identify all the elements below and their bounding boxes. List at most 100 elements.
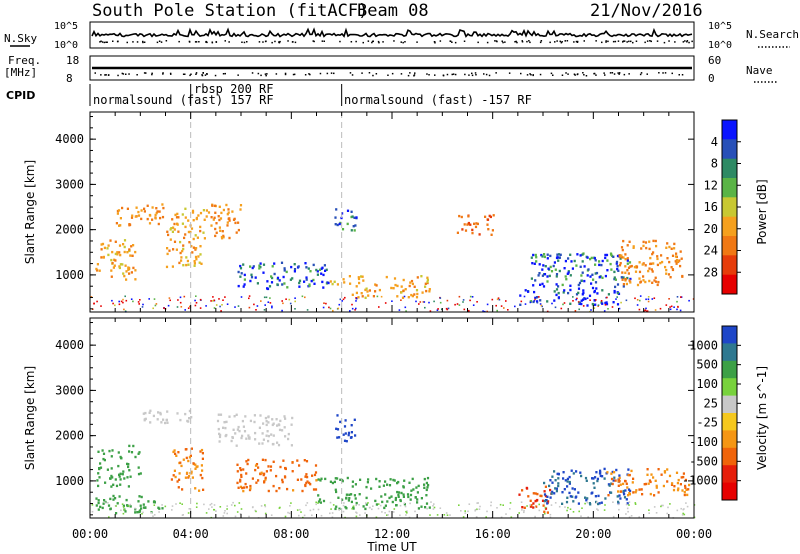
range-gate-cell xyxy=(158,210,161,213)
range-gate-cell xyxy=(325,268,328,271)
colorbar-swatch xyxy=(722,447,737,466)
range-gate-cell xyxy=(530,256,533,259)
range-gate-cell xyxy=(685,488,688,491)
speckle-cell xyxy=(574,310,577,312)
nave-dot xyxy=(108,74,110,76)
range-gate-cell xyxy=(257,479,260,482)
range-gate-cell xyxy=(283,475,287,478)
range-gate-cell xyxy=(390,495,393,498)
range-gate-cell xyxy=(627,468,630,471)
range-gate-cell xyxy=(358,493,361,496)
speckle-cell xyxy=(269,302,272,304)
range-gate-cell xyxy=(166,421,169,424)
range-gate-cell xyxy=(205,215,208,218)
range-gate-cell xyxy=(534,492,537,495)
speckle-cell xyxy=(209,504,212,506)
range-gate-cell xyxy=(243,430,247,433)
range-gate-cell xyxy=(615,260,619,264)
range-gate-cell xyxy=(337,496,340,499)
speckle-cell xyxy=(634,502,637,504)
range-gate-cell xyxy=(403,503,406,506)
range-gate-cell xyxy=(171,218,174,221)
range-gate-cell xyxy=(166,230,169,233)
speckle-cell xyxy=(639,295,642,297)
range-gate-cell xyxy=(125,498,128,502)
range-gate-cell xyxy=(622,482,625,486)
range-gate-cell xyxy=(665,246,668,249)
range-gate-cell xyxy=(629,281,632,284)
range-gate-cell xyxy=(534,279,537,282)
nave-dot xyxy=(585,75,588,77)
range-gate-cell xyxy=(182,247,185,251)
nsearch-dot xyxy=(105,41,107,43)
speckle-cell xyxy=(460,510,462,512)
range-gate-cell xyxy=(651,252,654,256)
range-gate-cell xyxy=(546,275,549,278)
speckle-cell xyxy=(215,510,217,512)
range-gate-cell xyxy=(613,476,616,479)
speckle-cell xyxy=(595,299,597,301)
colorbar-swatch xyxy=(722,216,737,237)
colorbar-tick-label: 8 xyxy=(711,157,718,171)
range-gate-cell xyxy=(592,278,595,281)
range-gate-cell xyxy=(546,511,549,514)
speckle-cell xyxy=(644,309,647,311)
range-gate-cell xyxy=(579,265,582,268)
range-gate-cell xyxy=(618,480,621,483)
range-gate-cell xyxy=(111,261,114,265)
range-gate-cell xyxy=(669,276,672,279)
range-gate-cell xyxy=(536,300,539,303)
near-range-speckle xyxy=(90,295,695,313)
range-gate-cell xyxy=(202,209,205,212)
range-gate-cell xyxy=(123,274,126,278)
range-gate-cell xyxy=(266,430,269,433)
range-gate-cell xyxy=(236,470,239,473)
range-gate-cell xyxy=(161,203,164,206)
speckle-cell xyxy=(668,298,670,300)
range-gate-cell xyxy=(655,484,658,488)
colorbar-swatch xyxy=(722,178,737,198)
speckle-cell xyxy=(523,295,526,298)
range-gate-cell xyxy=(338,222,341,226)
range-gate-cell xyxy=(219,229,222,232)
range-gate-cell xyxy=(228,219,231,222)
range-gate-cell xyxy=(402,289,405,293)
range-gate-cell xyxy=(218,440,221,443)
speckle-cell xyxy=(365,502,367,504)
range-gate-cell xyxy=(268,285,272,288)
speckle-cell xyxy=(523,511,525,514)
range-gate-cell xyxy=(336,477,339,480)
range-gate-cell xyxy=(199,450,202,453)
nsearch-dot xyxy=(371,40,374,43)
speckle-cell xyxy=(176,306,179,308)
range-gate-cell xyxy=(140,507,143,510)
range-gate-cell xyxy=(546,495,549,498)
colorbar-tick-label: 100 xyxy=(696,377,718,391)
range-gate-cell xyxy=(181,213,184,216)
range-gate-cell xyxy=(314,464,318,467)
range-gate-cell xyxy=(389,478,392,481)
nave-dot xyxy=(595,74,597,76)
nsearch-dot xyxy=(434,42,436,44)
range-gate-cell xyxy=(110,269,113,272)
range-gate-cell xyxy=(394,283,397,287)
speckle-cell xyxy=(476,301,478,303)
range-gate-cell xyxy=(543,490,546,493)
speckle-cell xyxy=(107,502,109,504)
speckle-cell xyxy=(91,510,94,513)
speckle-cell xyxy=(311,514,313,517)
freq-trace xyxy=(92,66,692,77)
range-gate-cell xyxy=(588,294,592,297)
range-gate-cell xyxy=(618,476,621,480)
range-gate-cell xyxy=(569,284,572,287)
range-gate-cell xyxy=(243,486,246,489)
nave-dot xyxy=(623,73,626,76)
range-gate-cell xyxy=(164,421,167,425)
power-cells xyxy=(90,112,695,313)
range-gate-cell xyxy=(236,481,239,485)
range-gate-cell xyxy=(111,250,114,254)
speckle-cell xyxy=(660,504,663,507)
speckle-cell xyxy=(554,306,557,309)
speckle-cell xyxy=(496,309,498,312)
range-gate-cell xyxy=(663,471,667,474)
